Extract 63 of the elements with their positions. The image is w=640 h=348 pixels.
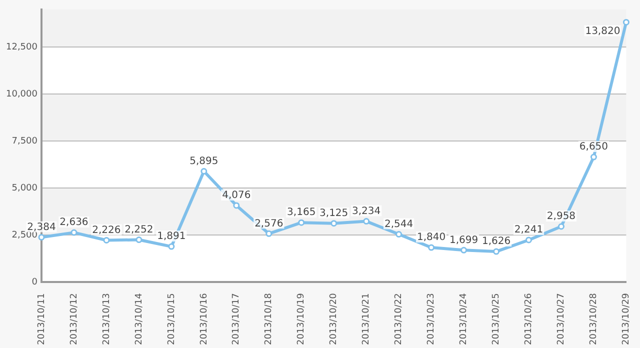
point	[558, 223, 564, 230]
data-label: 5,895	[190, 156, 218, 167]
data-label: 2,636	[60, 217, 88, 228]
x-tick-label: 2013/10/22	[394, 293, 404, 345]
data-label: 3,125	[320, 208, 348, 219]
data-label: 2,252	[124, 224, 154, 236]
y-tick-label: 2,500	[12, 230, 38, 240]
point	[266, 230, 272, 237]
data-label: 2,958	[546, 211, 576, 222]
point	[136, 236, 142, 244]
data-label: 4,076	[222, 190, 251, 202]
point	[590, 154, 597, 160]
data-label: 1,891	[157, 231, 186, 242]
data-label: 13,820	[585, 26, 620, 37]
x-tick-label: 2013/10/18	[264, 292, 274, 345]
point	[298, 219, 305, 226]
x-tick-label: 2013/10/17	[232, 293, 242, 345]
x-tick-label: 2013/10/14	[134, 292, 144, 345]
point	[330, 220, 338, 227]
x-tick-label: 2013/10/19	[296, 292, 307, 345]
x-tick-label: 2013/10/26	[524, 292, 534, 345]
data-label: 3,234	[352, 206, 381, 217]
data-label: 2,241	[514, 224, 544, 236]
data-label: 2,226	[92, 224, 121, 236]
x-tick-label: 2013/10/25	[492, 293, 502, 345]
data-label: 2,544	[384, 218, 414, 230]
data-label: 6,650	[579, 142, 608, 153]
data-label: 2,384	[27, 222, 56, 233]
point	[70, 229, 78, 236]
point	[38, 234, 45, 241]
point	[363, 218, 370, 225]
x-tick-label: 2013/10/12	[69, 293, 80, 345]
point	[428, 244, 435, 251]
point	[526, 236, 532, 244]
point	[233, 202, 240, 209]
x-tick-label: 2013/10/24	[459, 292, 470, 345]
x-tick-label: 2013/10/27	[556, 293, 567, 345]
x-tick-label: 2013/10/16	[199, 292, 210, 345]
x-tick-label: 2013/10/28	[589, 292, 600, 345]
x-tick-label: 2013/10/21	[362, 293, 372, 345]
y-tick-label: 0	[32, 277, 38, 288]
y-tick-label: 12,500	[6, 42, 38, 52]
point	[493, 248, 500, 255]
point	[200, 168, 208, 174]
x-tick-label: 2013/10/23	[426, 293, 437, 345]
y-tick-label: 7,500	[12, 136, 38, 146]
data-label: 1,699	[449, 234, 478, 246]
point	[622, 18, 630, 26]
data-label: 2,576	[254, 218, 284, 230]
point	[396, 231, 402, 238]
x-tick-label: 2013/10/15	[166, 293, 177, 345]
x-tick-label: 2013/10/11	[36, 293, 47, 345]
point	[460, 246, 468, 254]
x-tick-label: 2013/10/29	[622, 292, 632, 345]
data-label: 1,840	[416, 232, 446, 244]
y-tick-label: 10,000	[6, 89, 38, 100]
x-tick-label: 2013/10/20	[329, 292, 340, 345]
data-label: 1,626	[482, 236, 511, 248]
point	[103, 237, 110, 244]
x-tick-label: 2013/10/13	[102, 293, 112, 345]
y-tick-label: 5,000	[12, 183, 38, 194]
point	[168, 243, 175, 250]
data-label: 3,165	[287, 207, 316, 218]
